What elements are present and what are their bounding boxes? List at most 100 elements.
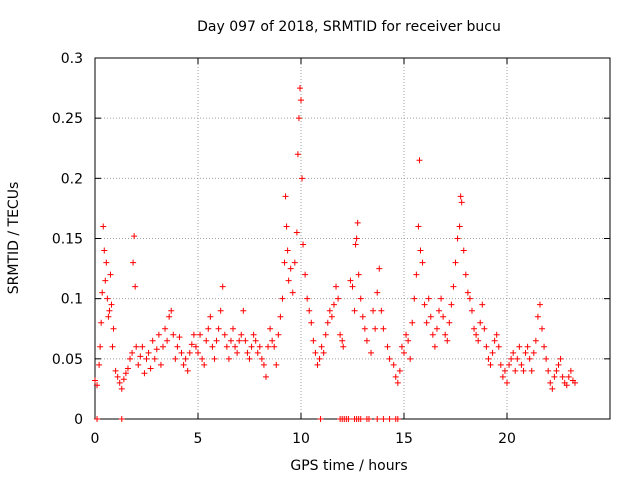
data-point [559, 373, 566, 380]
data-point [425, 295, 432, 302]
data-point [260, 361, 267, 368]
data-point [466, 295, 473, 302]
data-point [107, 271, 114, 278]
data-series [92, 85, 578, 422]
data-point [215, 325, 222, 332]
data-point [151, 355, 158, 362]
data-point [106, 307, 113, 314]
tick-labels: 0 5 10 15 20 0 0.05 0.1 0.15 0.2 0.25 0.3 [52, 51, 516, 447]
data-point [536, 301, 543, 308]
data-point [339, 337, 346, 344]
data-point [392, 373, 399, 380]
data-point [520, 367, 527, 374]
data-point [143, 355, 150, 362]
data-point [294, 151, 301, 158]
data-point [384, 343, 391, 350]
data-point [357, 295, 364, 302]
data-point [318, 343, 325, 350]
data-point [242, 337, 249, 344]
data-point [479, 301, 486, 308]
data-point [514, 355, 521, 362]
data-point [256, 343, 263, 350]
data-point [351, 307, 358, 314]
y-axis-label: SRMTID / TECUs [6, 182, 22, 295]
data-point [312, 349, 319, 356]
data-point [547, 379, 554, 386]
data-point [273, 361, 280, 368]
data-point [234, 349, 241, 356]
y-tick-label: 0.05 [52, 352, 83, 368]
data-point [380, 325, 387, 332]
y-tick-label: 0.1 [61, 292, 83, 308]
data-point [170, 331, 177, 338]
data-point [431, 343, 438, 350]
data-point [135, 361, 142, 368]
data-point [213, 337, 220, 344]
data-point [285, 277, 292, 284]
data-point [471, 325, 478, 332]
data-point [349, 283, 356, 290]
y-tick-label: 0.3 [61, 51, 83, 67]
data-point [468, 307, 475, 314]
data-point [347, 277, 354, 284]
data-point [473, 331, 480, 338]
data-point [409, 319, 416, 326]
data-point [335, 295, 342, 302]
data-point [526, 355, 533, 362]
data-point [192, 343, 199, 350]
data-point [403, 331, 410, 338]
data-point [495, 343, 502, 350]
data-point [155, 331, 162, 338]
data-point [291, 259, 298, 266]
data-point [316, 355, 323, 362]
data-point [415, 223, 422, 230]
data-point [217, 307, 224, 314]
data-point [102, 277, 109, 284]
data-point [112, 367, 119, 374]
y-tick-label: 0.25 [52, 111, 83, 127]
data-point [105, 313, 112, 320]
data-point [207, 313, 214, 320]
data-point [310, 337, 317, 344]
data-point [94, 382, 101, 389]
data-point [164, 337, 171, 344]
data-point [314, 361, 321, 368]
tick-marks [94, 57, 610, 420]
data-point [304, 295, 311, 302]
data-point [281, 259, 288, 266]
data-point [230, 325, 237, 332]
data-point [127, 355, 134, 362]
data-point [390, 361, 397, 368]
data-point [481, 325, 488, 332]
data-point [236, 337, 243, 344]
data-point [427, 313, 434, 320]
data-point [262, 373, 269, 380]
data-point [528, 367, 535, 374]
data-point [419, 259, 426, 266]
y-tick-label: 0 [74, 412, 83, 428]
data-point [225, 355, 232, 362]
data-point [524, 343, 531, 350]
data-point [374, 289, 381, 296]
data-point [549, 385, 556, 392]
data-point [293, 229, 300, 236]
data-point [283, 223, 290, 230]
data-point [201, 361, 208, 368]
data-point [188, 341, 195, 348]
data-point [539, 325, 546, 332]
data-point [147, 365, 154, 372]
data-point [571, 379, 578, 386]
data-point [565, 373, 572, 380]
data-point [541, 343, 548, 350]
data-point [287, 265, 294, 272]
data-point [372, 325, 379, 332]
data-point [534, 313, 541, 320]
data-point [493, 331, 500, 338]
data-point [501, 367, 508, 374]
data-point [114, 373, 121, 380]
data-point [446, 319, 453, 326]
data-point [499, 373, 506, 380]
data-point [180, 361, 187, 368]
data-point [279, 295, 286, 302]
data-point [162, 325, 169, 332]
